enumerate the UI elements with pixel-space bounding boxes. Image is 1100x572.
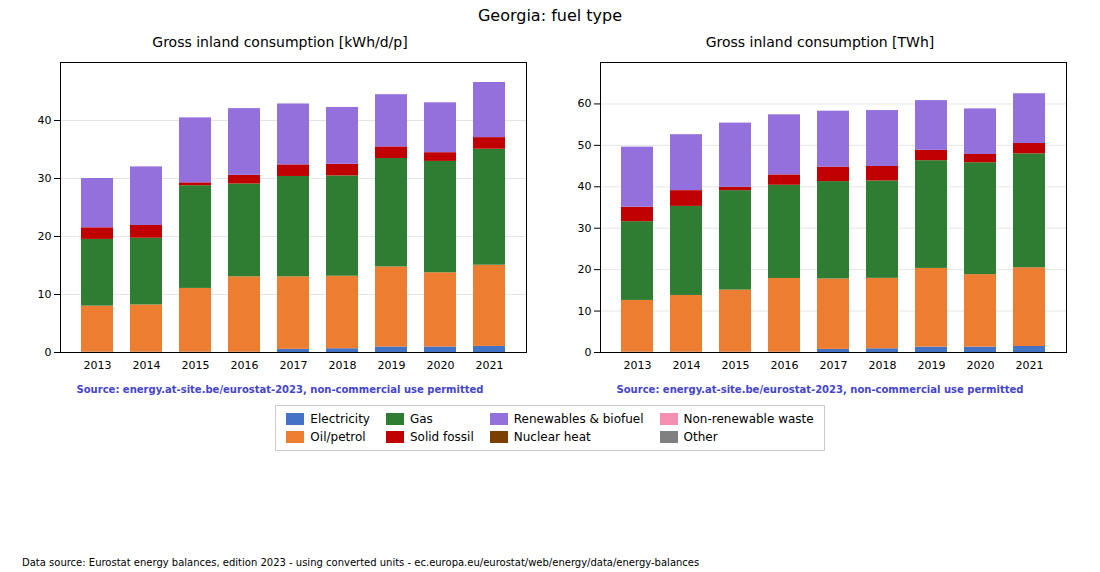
svg-text:2018: 2018: [329, 359, 357, 372]
svg-text:60: 60: [578, 97, 592, 110]
html-text:Renewables & biofuel: Renewables & biofuel: [513, 412, 644, 426]
svg-text:2019: 2019: [918, 359, 946, 372]
html-text:Gross inland consumption [TWh]: Gross inland consumption [TWh]: [705, 34, 935, 50]
svg-text:2015: 2015: [722, 359, 750, 372]
svg-text:40: 40: [38, 114, 52, 127]
svg-text:2019: 2019: [378, 359, 406, 372]
svg-text:20: 20: [578, 263, 592, 276]
svg-text:0: 0: [45, 346, 52, 359]
html-text:Oil/petrol: Oil/petrol: [310, 430, 366, 444]
html-text:Electricity: Electricity: [310, 412, 370, 426]
svg-text:2021: 2021: [476, 359, 504, 372]
html-text:Solid fossil: Solid fossil: [410, 430, 474, 444]
svg-text:2017: 2017: [820, 359, 848, 372]
svg-text:50: 50: [578, 139, 592, 152]
svg-text:2020: 2020: [427, 359, 455, 372]
svg-text:2020: 2020: [967, 359, 995, 372]
html-text:Non-renewable waste: Non-renewable waste: [683, 412, 814, 426]
svg-text:10: 10: [38, 288, 52, 301]
svg-text:2015: 2015: [182, 359, 210, 372]
svg-text:10: 10: [578, 305, 592, 318]
svg-text:2018: 2018: [869, 359, 897, 372]
svg-text:2016: 2016: [771, 359, 799, 372]
svg-text:2014: 2014: [133, 359, 161, 372]
svg-text:2017: 2017: [280, 359, 308, 372]
svg-text:40: 40: [578, 180, 592, 193]
html-text:Gas: Gas: [410, 412, 433, 426]
html-text:Source: energy.at-site.be/euro: Source: energy.at-site.be/eurostat-2023,…: [76, 384, 484, 395]
svg-text:2013: 2013: [84, 359, 112, 372]
html-text:Gross inland consumption [kWh/: Gross inland consumption [kWh/d/p]: [152, 34, 408, 50]
svg-text:20: 20: [38, 230, 52, 243]
svg-text:0: 0: [585, 346, 592, 359]
html-text:Nuclear heat: Nuclear heat: [513, 430, 591, 444]
svg-text:2021: 2021: [1016, 359, 1044, 372]
html-text:Source: energy.at-site.be/euro: Source: energy.at-site.be/eurostat-2023,…: [616, 384, 1024, 395]
html-text:Other: Other: [683, 430, 718, 444]
svg-text:30: 30: [38, 172, 52, 185]
html-text:Georgia: fuel type: Georgia: fuel type: [477, 6, 622, 25]
html-text:Data source: Eurostat energy b: Data source: Eurostat energy balances, e…: [22, 557, 700, 568]
svg-text:2013: 2013: [624, 359, 652, 372]
svg-text:2016: 2016: [231, 359, 259, 372]
svg-text:30: 30: [578, 222, 592, 235]
svg-text:2014: 2014: [673, 359, 701, 372]
